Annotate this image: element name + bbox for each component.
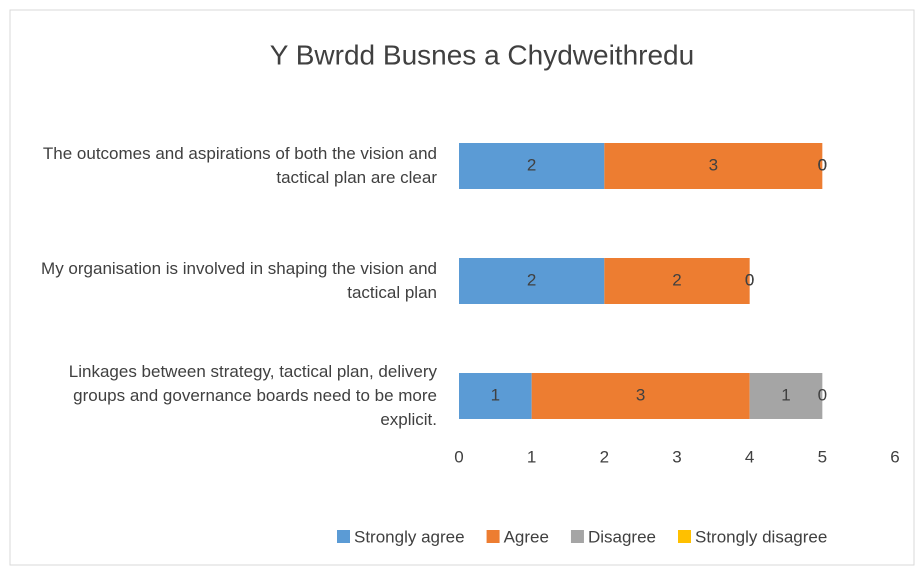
chart-title: Y Bwrdd Busnes a Chydweithredu: [270, 39, 694, 70]
bar-segment: [604, 143, 823, 189]
bar-segment: [604, 258, 750, 304]
x-tick-label: 6: [890, 447, 899, 466]
legend-swatch: [486, 530, 500, 543]
legend-swatch: [337, 530, 350, 543]
data-label: 0: [818, 385, 827, 404]
x-tick-label: 0: [454, 447, 463, 466]
data-label: 0: [745, 270, 754, 289]
data-label: 0: [818, 155, 827, 174]
bar-segment: [459, 258, 605, 304]
x-tick-label: 2: [600, 447, 609, 466]
data-label: 2: [527, 155, 536, 174]
data-label: 2: [672, 270, 681, 289]
bar-segment: [749, 373, 823, 419]
category-label: The outcomes and aspirations of both the…: [42, 144, 437, 187]
legend-label: Agree: [504, 527, 549, 546]
data-label: 3: [709, 155, 718, 174]
data-label: 2: [527, 270, 536, 289]
legend-label: Strongly agree: [354, 527, 465, 546]
legend-swatch: [678, 530, 691, 543]
data-label: 3: [636, 385, 645, 404]
x-tick-label: 3: [672, 447, 681, 466]
category-label: My organisation is involved in shaping t…: [41, 259, 437, 302]
bar-segment: [459, 373, 532, 419]
x-tick-label: 1: [527, 447, 536, 466]
legend-swatch: [570, 530, 584, 543]
data-label: 1: [781, 385, 790, 404]
bar-segment: [459, 143, 605, 189]
data-label: 1: [491, 385, 500, 404]
data-label: 0: [745, 270, 754, 289]
category-label: Linkages between strategy, tactical plan…: [68, 362, 437, 429]
x-tick-label: 5: [818, 447, 827, 466]
legend-label: Disagree: [588, 527, 656, 546]
legend-label: Strongly disagree: [695, 527, 827, 546]
bar-segment: [531, 373, 750, 419]
data-label: 0: [818, 155, 827, 174]
x-tick-label: 4: [745, 447, 754, 466]
